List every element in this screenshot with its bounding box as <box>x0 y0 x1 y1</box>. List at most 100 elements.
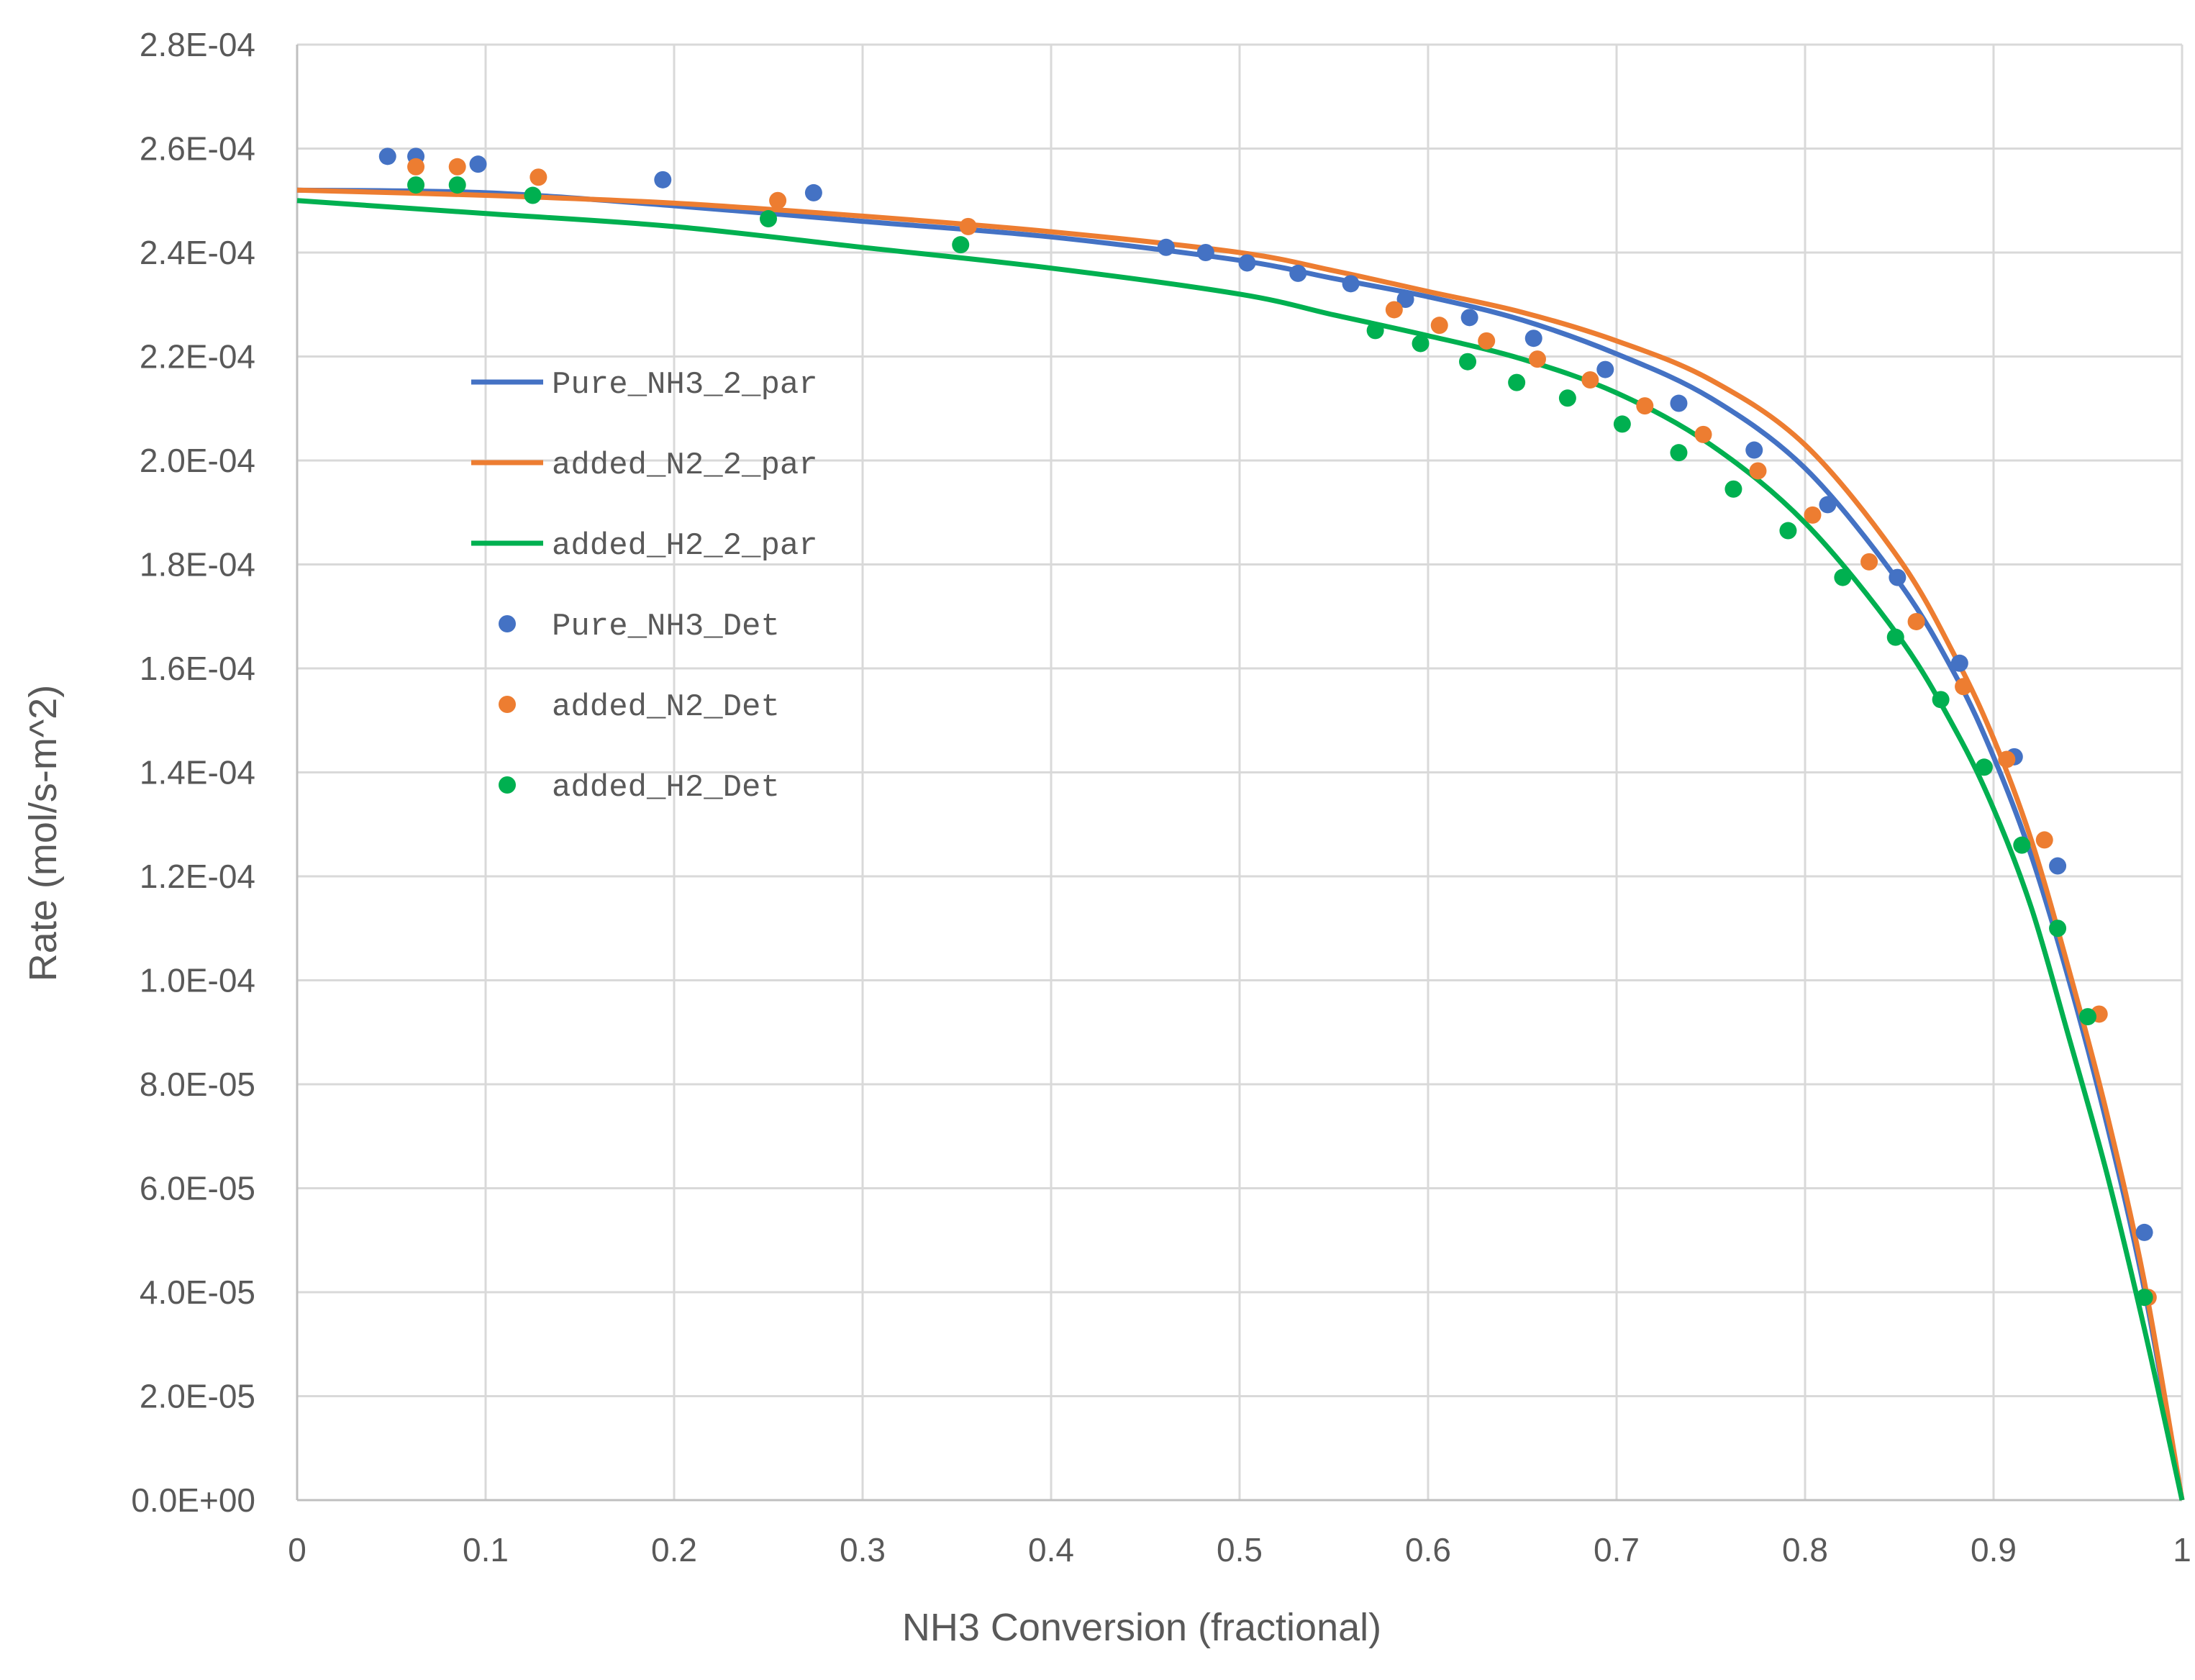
series-markers <box>378 147 2157 1307</box>
axes <box>296 45 2182 1502</box>
y-tick-label: 1.6E-04 <box>140 650 255 687</box>
y-axis-title: Rate (mol/s-m^2) <box>22 685 65 981</box>
point-added-h2-det <box>2049 920 2067 937</box>
legend-label-added-h2-det: added_H2_Det <box>552 770 780 806</box>
point-pure-nh3-det <box>1596 360 1614 378</box>
y-tick-label: 1.8E-04 <box>140 546 255 584</box>
y-tick-label: 2.0E-05 <box>140 1378 255 1415</box>
point-pure-nh3-det <box>378 147 396 165</box>
x-tick-label: 1 <box>2173 1531 2191 1568</box>
point-added-h2-det <box>1834 568 1852 586</box>
legend-label-added-h2-2-par: added_H2_2_par <box>552 528 818 564</box>
point-added-h2-det <box>1412 335 1430 353</box>
point-added-h2-det <box>448 176 466 194</box>
point-added-h2-det <box>1459 353 1477 371</box>
point-pure-nh3-det <box>1342 275 1360 293</box>
x-tick-label: 0.2 <box>651 1531 697 1568</box>
y-tick-label: 2.0E-04 <box>140 442 255 479</box>
legend-label-added-n2-2-par: added_N2_2_par <box>552 448 818 483</box>
point-added-h2-det <box>407 176 425 194</box>
x-tick-labels: 0 0.1 0.2 0.3 0.4 0.5 0.6 0.7 0.8 0.9 1 <box>288 1531 2191 1568</box>
point-pure-nh3-det <box>1238 254 1256 272</box>
point-pure-nh3-det <box>1950 654 1968 672</box>
point-added-h2-det <box>2135 1289 2153 1307</box>
point-added-n2-det <box>1860 553 1878 571</box>
point-added-n2-det <box>959 217 977 235</box>
point-added-h2-det <box>1508 373 1526 391</box>
y-tick-label: 1.0E-04 <box>140 962 255 999</box>
x-tick-label: 0.8 <box>1782 1531 1828 1568</box>
y-tick-label: 1.4E-04 <box>140 754 255 791</box>
legend: Pure_NH3_2_par added_N2_2_par added_H2_2_p… <box>471 367 818 806</box>
point-added-n2-det <box>1998 750 2016 768</box>
series-line-added-n2-2-par <box>296 187 2185 1501</box>
legend-label-pure-nh3-2-par: Pure_NH3_2_par <box>552 367 818 403</box>
legend-label-added-n2-det: added_N2_Det <box>552 689 780 725</box>
point-added-n2-det <box>1528 350 1546 368</box>
point-added-n2-det <box>448 158 466 176</box>
x-tick-label: 0.3 <box>840 1531 886 1568</box>
y-tick-label: 8.0E-05 <box>140 1066 255 1103</box>
point-added-h2-det <box>1932 691 1950 709</box>
legend-swatch-added-h2-det <box>499 776 516 794</box>
y-tick-label: 2.8E-04 <box>140 26 255 63</box>
point-added-h2-det <box>1886 628 1904 646</box>
point-added-h2-det <box>760 210 777 228</box>
point-added-n2-det <box>1430 317 1448 335</box>
point-added-n2-det <box>1955 678 1973 696</box>
point-added-n2-det <box>1478 332 1496 350</box>
point-pure-nh3-det <box>1819 496 1837 514</box>
legend-label-pure-nh3-det: Pure_NH3_Det <box>552 609 780 645</box>
y-tick-label: 2.4E-04 <box>140 234 255 271</box>
point-added-n2-det <box>1907 612 1925 630</box>
point-added-n2-det <box>1581 371 1599 389</box>
point-pure-nh3-det <box>654 171 672 189</box>
point-pure-nh3-det <box>1396 291 1414 309</box>
x-tick-label: 0 <box>288 1531 306 1568</box>
point-added-h2-det <box>1779 522 1797 540</box>
point-pure-nh3-det <box>1524 330 1542 348</box>
point-added-n2-det <box>530 168 547 186</box>
point-pure-nh3-det <box>1289 264 1307 282</box>
point-added-n2-det <box>1385 301 1403 319</box>
series-line-pure-nh3-2-par <box>296 187 2185 1501</box>
y-tick-label: 1.2E-04 <box>140 858 255 895</box>
point-added-h2-det <box>1670 444 1688 462</box>
point-added-h2-det <box>524 186 542 204</box>
series-lines <box>296 187 2185 1501</box>
x-tick-label: 0.5 <box>1217 1531 1263 1568</box>
point-added-n2-det <box>769 191 787 209</box>
point-pure-nh3-det <box>1889 568 1907 586</box>
y-tick-label: 6.0E-05 <box>140 1170 255 1207</box>
y-tick-label: 4.0E-05 <box>140 1273 255 1311</box>
x-tick-label: 0.6 <box>1405 1531 1451 1568</box>
point-added-h2-det <box>1975 758 1993 776</box>
point-added-h2-det <box>1613 415 1631 433</box>
y-tick-labels: 0.0E+00 2.0E-05 4.0E-05 6.0E-05 8.0E-05 1.0E-… <box>131 26 255 1519</box>
grid-lines <box>297 43 2183 1500</box>
x-tick-label: 0.9 <box>1971 1531 2017 1568</box>
point-pure-nh3-det <box>1670 394 1688 412</box>
point-pure-nh3-det <box>1460 309 1478 327</box>
x-axis-title: NH3 Conversion (fractional) <box>902 1606 1381 1649</box>
point-pure-nh3-det <box>1745 441 1763 459</box>
y-tick-label: 2.2E-04 <box>140 338 255 376</box>
y-tick-label: 2.6E-04 <box>140 130 255 168</box>
point-added-n2-det <box>1636 397 1654 415</box>
point-added-n2-det <box>1749 462 1767 480</box>
legend-swatch-pure-nh3-det <box>499 615 516 632</box>
point-added-h2-det <box>2079 1008 2096 1026</box>
point-added-h2-det <box>1366 322 1384 340</box>
point-added-h2-det <box>952 236 970 254</box>
point-added-h2-det <box>1724 480 1742 498</box>
point-added-n2-det <box>2035 831 2053 849</box>
point-pure-nh3-det <box>2135 1223 2153 1241</box>
point-added-h2-det <box>1558 389 1576 407</box>
series-line-added-h2-2-par <box>296 198 2185 1501</box>
point-added-h2-det <box>2013 836 2031 854</box>
point-pure-nh3-det <box>469 155 487 173</box>
point-pure-nh3-det <box>804 183 822 201</box>
x-tick-label: 0.7 <box>1594 1531 1640 1568</box>
point-added-n2-det <box>1694 425 1712 443</box>
